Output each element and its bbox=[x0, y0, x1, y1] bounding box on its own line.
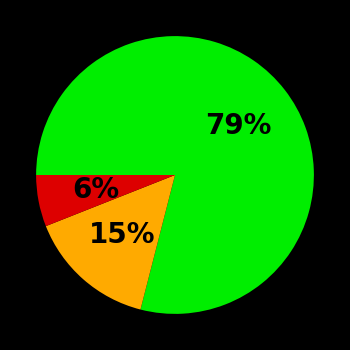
Wedge shape bbox=[46, 175, 175, 309]
Wedge shape bbox=[36, 36, 314, 314]
Text: 79%: 79% bbox=[205, 112, 272, 140]
Wedge shape bbox=[36, 175, 175, 226]
Text: 15%: 15% bbox=[89, 222, 155, 250]
Text: 6%: 6% bbox=[72, 176, 119, 204]
